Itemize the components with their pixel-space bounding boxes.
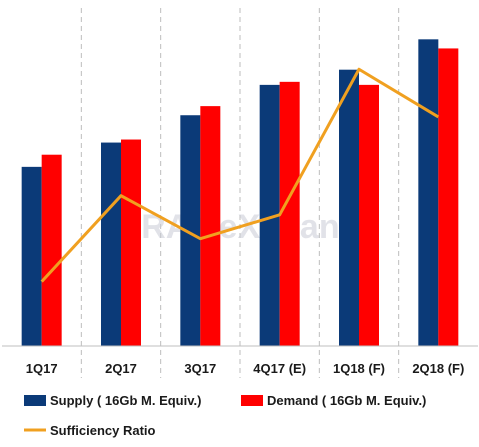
bar-demand-1q17 <box>41 154 62 346</box>
bar-demand-2q18-f <box>438 48 459 346</box>
bar-supply-2q18-f <box>418 39 439 347</box>
bars-layer <box>21 39 459 347</box>
bar-demand-1q18-f <box>359 84 379 346</box>
x-tick-label-1q18-f: 1Q18 (F) <box>333 361 385 376</box>
x-tick-label-2q18-f: 2Q18 (F) <box>412 361 464 376</box>
bar-supply-2q17 <box>101 142 121 346</box>
bar-supply-1q17 <box>21 166 42 346</box>
watermark-text: DRAMeXchange <box>117 208 380 246</box>
bar-demand-3q17 <box>200 106 221 346</box>
legend-item-supply: Supply ( 16Gb M. Equiv.) <box>24 393 201 408</box>
x-tick-label-3q17: 3Q17 <box>184 361 216 376</box>
legend-label-sufficiency-ratio: Sufficiency Ratio <box>50 423 156 438</box>
legend-label-demand: Demand ( 16Gb M. Equiv.) <box>267 393 426 408</box>
bar-demand-4q17-e <box>279 81 300 346</box>
bar-supply-3q17 <box>180 115 201 347</box>
legend: Supply ( 16Gb M. Equiv.) Demand ( 16Gb M… <box>24 393 426 438</box>
x-tick-label-1q17: 1Q17 <box>26 361 58 376</box>
grid-separators <box>80 8 400 378</box>
legend-swatch-supply <box>24 395 46 406</box>
bar-supply-4q17-e <box>259 84 280 346</box>
sufficiency-line-layer <box>40 67 440 283</box>
legend-item-sufficiency-ratio: Sufficiency Ratio <box>24 423 156 438</box>
x-tick-label-4q17-e: 4Q17 (E) <box>253 361 306 376</box>
sufficiency-ratio-line <box>40 67 440 283</box>
legend-swatch-demand <box>241 395 263 406</box>
x-tick-labels: 1Q17 2Q17 3Q17 4Q17 (E) 1Q18 (F) 2Q18 (F) <box>26 361 465 376</box>
legend-item-demand: Demand ( 16Gb M. Equiv.) <box>241 393 426 408</box>
legend-label-supply: Supply ( 16Gb M. Equiv.) <box>50 393 201 408</box>
bar-supply-1q18-f <box>339 69 359 346</box>
x-tick-label-2q17: 2Q17 <box>105 361 137 376</box>
bar-demand-2q17 <box>121 139 141 346</box>
